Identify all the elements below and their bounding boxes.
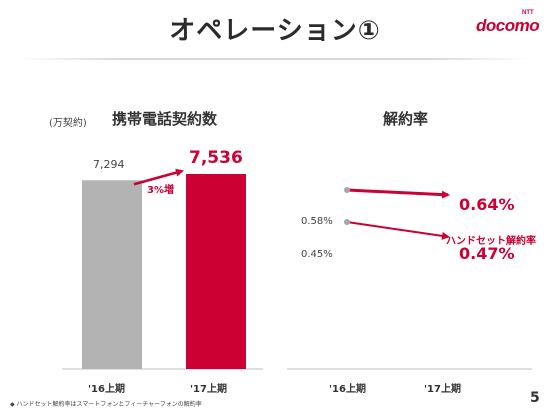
- point-handset-churn-2016: [344, 187, 350, 193]
- subscription-bar-chart: [62, 168, 263, 370]
- bar-x-tick-2016: '16上期: [88, 384, 125, 395]
- bar-value-label-2016: 7,294: [93, 158, 125, 171]
- churn-rate-line-chart: [287, 187, 532, 370]
- bar-2017-h1: [186, 174, 246, 369]
- page-number: 5: [530, 390, 540, 406]
- logo-ntt-text: NTT: [522, 10, 534, 16]
- series2-value-label-2017: 0.47%: [459, 244, 515, 263]
- series1-value-label-2017: 0.64%: [459, 195, 515, 214]
- line-x-tick-2016: '16上期: [329, 384, 366, 395]
- bar-chart-unit: (万契約): [49, 118, 87, 129]
- bar-chart-title: 携帯電話契約数: [112, 110, 218, 128]
- bar-2016-h1: [82, 180, 142, 369]
- line-x-tick-2017: '17上期: [424, 384, 461, 395]
- title-divider: [20, 58, 530, 60]
- footnote: ◆ ハンドセット解約率はスマートフォンとフィーチャーフォンの解約率: [10, 401, 202, 408]
- series-line-total-churn: [346, 221, 450, 240]
- page-title: オペレーション①: [169, 16, 381, 46]
- line-chart-title: 解約率: [383, 110, 429, 128]
- docomo-logo: docomo: [476, 16, 540, 35]
- series1-value-label-2016: 0.58%: [301, 216, 333, 227]
- bar-value-label-2017: 7,536: [189, 148, 243, 168]
- growth-annotation: 3%増: [147, 185, 174, 196]
- series-line-handset-churn: [346, 188, 450, 199]
- bar-x-tick-2017: '17上期: [190, 384, 227, 395]
- series2-value-label-2016: 0.45%: [301, 249, 333, 260]
- growth-arrow: [133, 168, 184, 186]
- series2-legend-label: ハンドセット解約率: [446, 236, 536, 247]
- point-total-churn-2016: [344, 219, 350, 225]
